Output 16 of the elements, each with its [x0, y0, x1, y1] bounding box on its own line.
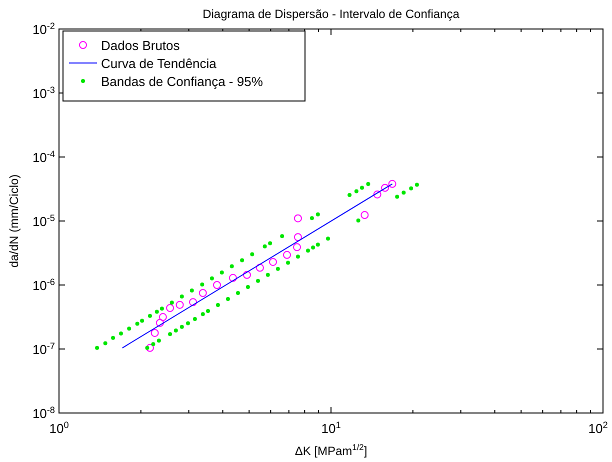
x-tick-label: 10$^{2}$ — [588, 420, 608, 436]
y-tick-label: 10$^{-5}$ — [32, 213, 55, 229]
legend-label: Dados Brutos — [101, 38, 180, 53]
x-tick-label: 10$^{1}$ — [321, 420, 341, 436]
chart-title: Diagrama de Dispersão - Intervalo de Confiança — [202, 7, 460, 21]
y-tick-label: 10$^{-3}$ — [32, 85, 55, 101]
legend-label: Bandas de Confiança - 95% — [101, 74, 264, 89]
legend-label: Curva de Tendência — [101, 56, 218, 71]
y-tick-label: 10$^{-7}$ — [32, 341, 55, 357]
y-tick-label: 10$^{-2}$ — [32, 21, 55, 37]
y-tick-label: 10$^{-6}$ — [32, 277, 55, 293]
x-axis-title: ΔK [MPam$^{1/2}$] — [294, 442, 368, 458]
x-tick-label: 10$^{0}$ — [49, 420, 69, 436]
y-axis-title: da/dN (mm/Ciclo) — [7, 174, 21, 268]
y-tick-label: 10$^{-8}$ — [32, 405, 55, 421]
y-tick-label: 10$^{-4}$ — [32, 149, 55, 165]
